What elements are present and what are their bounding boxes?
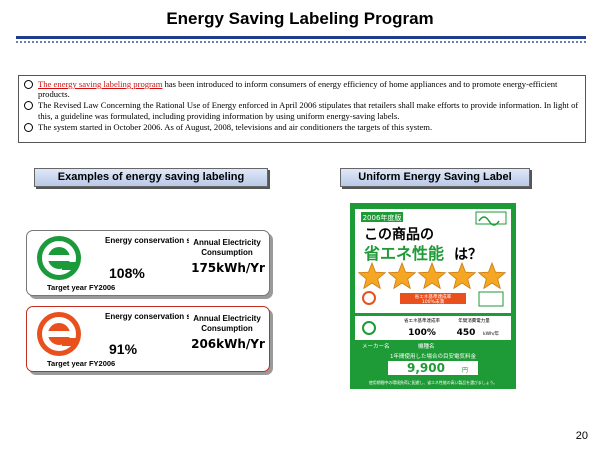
bullet-circle-icon: [24, 122, 33, 132]
sub-right: 年間消費電力量: [458, 317, 490, 324]
achievement-percent: 91%: [109, 341, 138, 357]
page-number: 20: [575, 430, 588, 442]
consumption-value: 206kWh/Yr: [191, 337, 265, 351]
label-line2: 省エネ性能: [363, 244, 444, 263]
consumption-value: 175kWh/Yr: [191, 261, 265, 275]
bullet-2: The Revised Law Concerning the Rational …: [24, 100, 580, 121]
uniform-label-header: Uniform Energy Saving Label: [340, 168, 530, 187]
bullet-1: The energy saving labeling program has b…: [24, 79, 580, 100]
mascot-logo-icon: [475, 211, 507, 226]
title-rule: [16, 36, 586, 39]
achievement-percent: 108%: [109, 265, 145, 281]
bullet-1-text: has been introduced to inform consumers …: [38, 79, 558, 100]
examples-header: Examples of energy saving labeling: [34, 168, 268, 187]
val-right-unit: kWh/年: [483, 330, 499, 337]
bullet-3-text: The system started in October 2006. As o…: [38, 121, 433, 132]
year-badge: 2006年度版: [363, 213, 402, 222]
achieve-pct: 100%未満: [422, 298, 445, 305]
star-icon: [447, 261, 477, 290]
label-line1: この商品の: [364, 226, 434, 243]
consumption-label: Annual Electricity Consumption: [193, 238, 261, 257]
achievement-label: Energy conservation standard achievement…: [105, 312, 189, 321]
sub-left: 省エネ基準達成率: [404, 317, 440, 324]
e-mark-orange-icon: [37, 312, 81, 356]
consumption-label: Annual Electricity Consumption: [193, 314, 261, 333]
maker-label: メーカー名: [362, 342, 390, 350]
bullet-box: The energy saving labeling program has b…: [18, 75, 586, 143]
page-title: Energy Saving Labeling Program: [166, 9, 434, 28]
target-year: Target year FY2006: [47, 359, 116, 368]
e-mark-green-icon: [37, 236, 81, 280]
star-icon: [387, 261, 417, 290]
cost-caption: 1年間使用した場合の目安電気料金: [390, 352, 477, 360]
target-year: Target year FY2006: [47, 283, 116, 292]
val-left: 100%: [408, 328, 436, 338]
bullet-circle-icon: [24, 80, 33, 89]
eco-badge-icon: [478, 291, 504, 307]
cost-value: 9,900: [407, 361, 445, 375]
star-icon: [357, 261, 387, 290]
cost-unit: 円: [462, 367, 468, 374]
uniform-label-image: 2006年度版 この商品の 省エネ性能 は？ 省エネ基準達成率 100%未満 省…: [350, 203, 516, 389]
star-rating: [357, 261, 507, 290]
e-mark-small-icon: [362, 321, 376, 335]
star-icon: [477, 261, 507, 290]
program-link[interactable]: The energy saving labeling program: [38, 79, 163, 89]
bullet-3: The system started in October 2006. As o…: [24, 122, 580, 132]
label-example-orange: Energy conservation standard achievement…: [26, 306, 270, 372]
model-label: 機種名: [418, 342, 435, 350]
label-line2b: は？: [454, 247, 482, 263]
bullet-circle-icon: [24, 101, 33, 111]
bullet-2-text: The Revised Law Concerning the Rational …: [38, 100, 579, 121]
star-icon: [417, 261, 447, 290]
achievement-label: Energy conservation standard achievement…: [105, 236, 189, 245]
label-footer: 使用期間中の環境負荷に配慮し、省エネ性能の高い製品を選びましょう。: [369, 380, 497, 385]
achieve-text: 省エネ基準達成率: [415, 293, 452, 300]
e-mark-small-icon: [362, 291, 376, 305]
title-dotted-rule: [16, 41, 586, 43]
label-example-green: Energy conservation standard achievement…: [26, 230, 270, 296]
val-right: 450: [457, 328, 476, 338]
